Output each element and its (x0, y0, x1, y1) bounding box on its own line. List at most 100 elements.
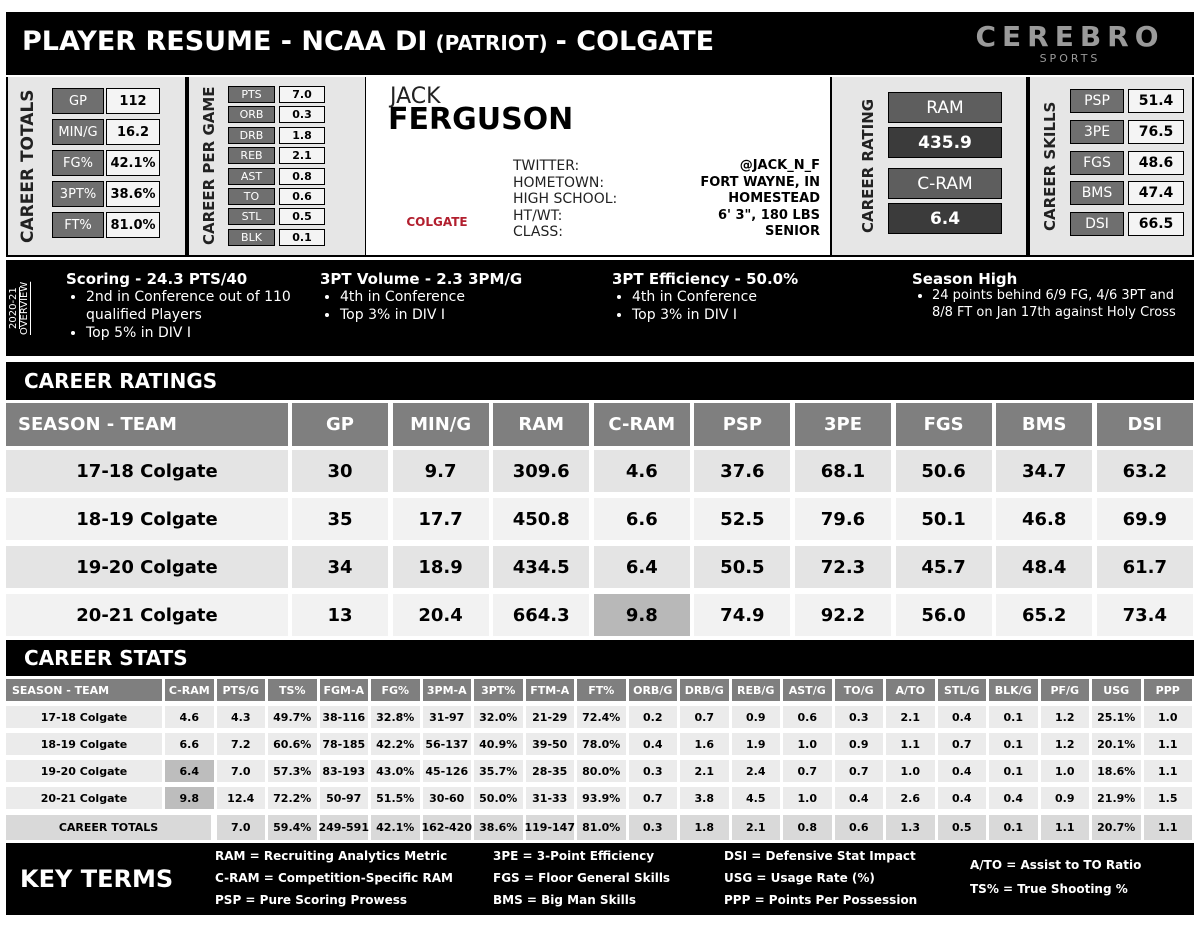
stats-cell: 43.0% (371, 760, 420, 782)
key-term: FGS = Floor General Skills (493, 871, 671, 885)
ratings-cell: 50.5 (694, 546, 791, 588)
stat-label: PSP (1070, 89, 1124, 113)
stats-cell: 4.6 (165, 706, 214, 728)
stats-header: C-RAM (165, 679, 214, 701)
ratings-cell: 4.6 (593, 450, 690, 492)
stats-header: A/TO (886, 679, 935, 701)
ratings-cell: 92.2 (795, 594, 891, 636)
ratings-header: GP (292, 403, 388, 446)
stats-header: TO/G (834, 679, 883, 701)
stats-cell: 1.9 (731, 733, 780, 755)
key-term: BMS = Big Man Skills (493, 893, 637, 907)
totals-cell: 1.1 (1143, 815, 1192, 840)
stats-cell: 1.5 (1143, 787, 1192, 809)
section-label: CAREER TOTALS (18, 89, 38, 243)
stats-header: FT% (577, 679, 626, 701)
stats-cell: 0.7 (834, 760, 883, 782)
stats-cell: 4.5 (731, 787, 780, 809)
info-label: HT/WT: (513, 207, 563, 224)
stats-cell: 0.7 (937, 733, 986, 755)
jersey-text: COLGATE (406, 215, 468, 229)
stats-cell: 30-60 (422, 787, 471, 809)
ratings-header: RAM (493, 403, 590, 446)
stat-value: 48.6 (1128, 150, 1184, 175)
ratings-cell: 74.9 (694, 594, 791, 636)
stat-value: 1.8 (279, 126, 325, 144)
overview-bullet: 4th in Conference (632, 288, 892, 306)
overview-block: Season High24 points behind 6/9 FG, 4/6 … (912, 270, 1182, 352)
stats-header: 3PT% (474, 679, 523, 701)
stat-label: DSI (1070, 212, 1124, 237)
player-last: FERGUSON (388, 102, 574, 137)
stat-label: BLK (228, 228, 275, 246)
stats-cell: 72.4% (577, 706, 626, 728)
ratings-cell: 65.2 (996, 594, 1093, 636)
totals-cell: 0.3 (628, 815, 677, 840)
stat-label: STL (228, 208, 275, 226)
totals-cell: 42.1% (371, 815, 420, 840)
info-label: HIGH SCHOOL: (513, 191, 618, 207)
stat-label: REB (228, 147, 275, 165)
ratings-header: BMS (996, 403, 1093, 446)
totals-cell: 0.8 (783, 815, 832, 840)
stats-cell: 0.1 (989, 706, 1038, 728)
key-term: 3PE = 3-Point Efficiency (493, 849, 655, 863)
stats-cell: 32.8% (371, 706, 420, 728)
totals-label: CAREER TOTALS (6, 815, 211, 840)
ratings-header: FGS (895, 403, 992, 446)
stats-cell: 1.2 (1040, 706, 1089, 728)
info-value: HOMESTEAD (728, 191, 820, 206)
key-term: PPP = Points Per Possession (724, 893, 918, 907)
totals-cell: 59.4% (268, 815, 317, 840)
stat-label: 3PT% (52, 181, 104, 207)
stats-header: STL/G (937, 679, 986, 701)
stat-label: DRB (228, 126, 275, 144)
stats-cell: 2.1 (886, 706, 935, 728)
ratings-header: C-RAM (593, 403, 690, 446)
stats-cell: 72.2% (268, 787, 317, 809)
stats-header: FTM-A (525, 679, 574, 701)
totals-cell: 249-591 (319, 815, 369, 840)
key-term: USG = Usage Rate (%) (724, 871, 875, 885)
stats-cell: 20.1% (1092, 733, 1141, 755)
panel (189, 77, 365, 255)
stats-cell: 0.9 (1040, 787, 1089, 809)
overview-title: 3PT Volume - 2.3 3PM/G (320, 270, 523, 288)
ratings-cell: 20.4 (392, 594, 489, 636)
stats-cell: 0.6 (783, 706, 832, 728)
stats-cell: 0.3 (628, 760, 677, 782)
overview-block: 3PT Efficiency - 50.0%4th in ConferenceT… (612, 270, 892, 352)
stats-header: USG (1092, 679, 1141, 701)
overview-list: 4th in ConferenceTop 3% in DIV I (320, 288, 590, 324)
stats-header: DRB/G (680, 679, 729, 701)
stats-header: TS% (268, 679, 317, 701)
stats-header: 3PM-A (422, 679, 471, 701)
overview-bullet: 2nd in Conference out of 110 qualified P… (86, 288, 316, 324)
totals-cell: 81.0% (577, 815, 626, 840)
stats-cell: 80.0% (577, 760, 626, 782)
ratings-cell: 79.6 (795, 498, 891, 540)
ratings-cell: 34 (292, 546, 388, 588)
rating-value: 435.9 (888, 127, 1002, 158)
page-title: PLAYER RESUME - NCAA DI (PATRIOT) - COLGAT… (22, 26, 782, 66)
brand-sub: SPORTS (1039, 51, 1101, 65)
overview-title: 3PT Efficiency - 50.0% (612, 270, 799, 288)
stat-label: 3PE (1070, 119, 1124, 144)
stats-cell: 1.1 (1143, 760, 1192, 782)
ratings-cell: 309.6 (493, 450, 590, 492)
stats-cell: 1.2 (1040, 733, 1089, 755)
stats-header: PF/G (1040, 679, 1089, 701)
rating-label: RAM (888, 92, 1002, 123)
stats-cell: 40.9% (474, 733, 523, 755)
ratings-cell: 69.9 (1096, 498, 1193, 540)
stats-cell: 12.4 (216, 787, 265, 809)
info-label: TWITTER: (513, 158, 580, 174)
ratings-cell: 46.8 (996, 498, 1093, 540)
stats-cell: 51.5% (371, 787, 420, 809)
stats-cell: 0.7 (680, 706, 729, 728)
stats-cell: 50.0% (474, 787, 523, 809)
stats-cell: 2.1 (680, 760, 729, 782)
overview-list: 2nd in Conference out of 110 qualified P… (66, 288, 316, 343)
overview-band (6, 260, 1194, 356)
